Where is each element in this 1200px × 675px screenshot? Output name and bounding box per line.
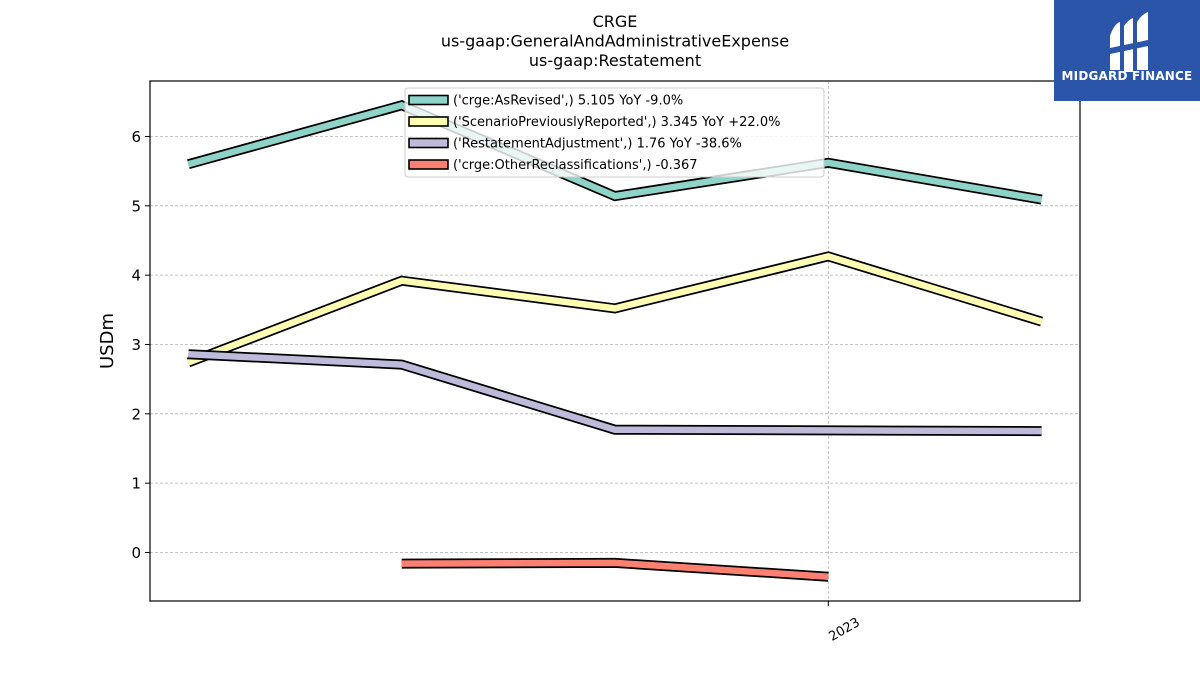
y-tick-label: 3 — [131, 336, 141, 354]
legend-swatch — [408, 94, 449, 106]
chart-title-line: us-gaap:GeneralAndAdministrativeExpense — [441, 32, 789, 51]
y-tick-label: 0 — [131, 544, 141, 562]
midgard-finance-logo: MIDGARD FINANCE — [1054, 0, 1200, 101]
legend-swatch — [408, 159, 449, 170]
chart-title-line: CRGE — [593, 12, 638, 31]
y-tick-label: 6 — [131, 128, 141, 146]
y-tick-label: 5 — [131, 197, 141, 215]
x-tick-label: 2023 — [826, 615, 862, 645]
legend-swatch — [408, 137, 449, 149]
y-tick-label: 1 — [131, 475, 141, 493]
series-line — [401, 559, 829, 580]
legend-label: ('ScenarioPreviouslyReported',) 3.345 Yo… — [453, 115, 780, 130]
series-line — [187, 101, 1043, 203]
y-axis-label: USDm — [97, 313, 118, 369]
y-tick-label: 4 — [131, 267, 141, 285]
legend-box — [404, 87, 825, 178]
legend-swatch — [408, 116, 449, 127]
legend-label: ('crge:OtherReclassifications',) -0.367 — [453, 158, 698, 173]
legend-label: ('crge:AsRevised',) 5.105 YoY -9.0% — [453, 94, 683, 109]
logo-text: MIDGARD FINANCE — [1061, 69, 1193, 83]
chart-title-line: us-gaap:Restatement — [529, 51, 701, 70]
series-line-outline — [188, 349, 1042, 437]
series-line — [187, 253, 1043, 366]
legend-label: ('RestatementAdjustment',) 1.76 YoY -38.… — [453, 137, 742, 152]
plot-frame — [149, 80, 1081, 602]
y-tick-label: 2 — [131, 405, 141, 423]
series-line — [188, 350, 1042, 435]
logo-mark-icon — [1110, 12, 1148, 72]
